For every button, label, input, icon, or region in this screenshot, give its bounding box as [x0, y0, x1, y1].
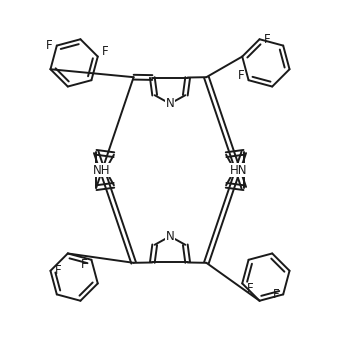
Text: F: F — [46, 39, 53, 52]
Text: F: F — [246, 282, 253, 295]
Text: F: F — [81, 258, 87, 271]
Text: NH: NH — [92, 164, 110, 176]
Text: N: N — [166, 97, 174, 110]
Text: HN: HN — [230, 164, 248, 176]
Text: F: F — [102, 45, 108, 58]
Text: F: F — [264, 33, 270, 46]
Text: F: F — [55, 264, 61, 277]
Text: N: N — [166, 230, 174, 243]
Text: F: F — [238, 69, 244, 82]
Text: F: F — [272, 288, 279, 301]
